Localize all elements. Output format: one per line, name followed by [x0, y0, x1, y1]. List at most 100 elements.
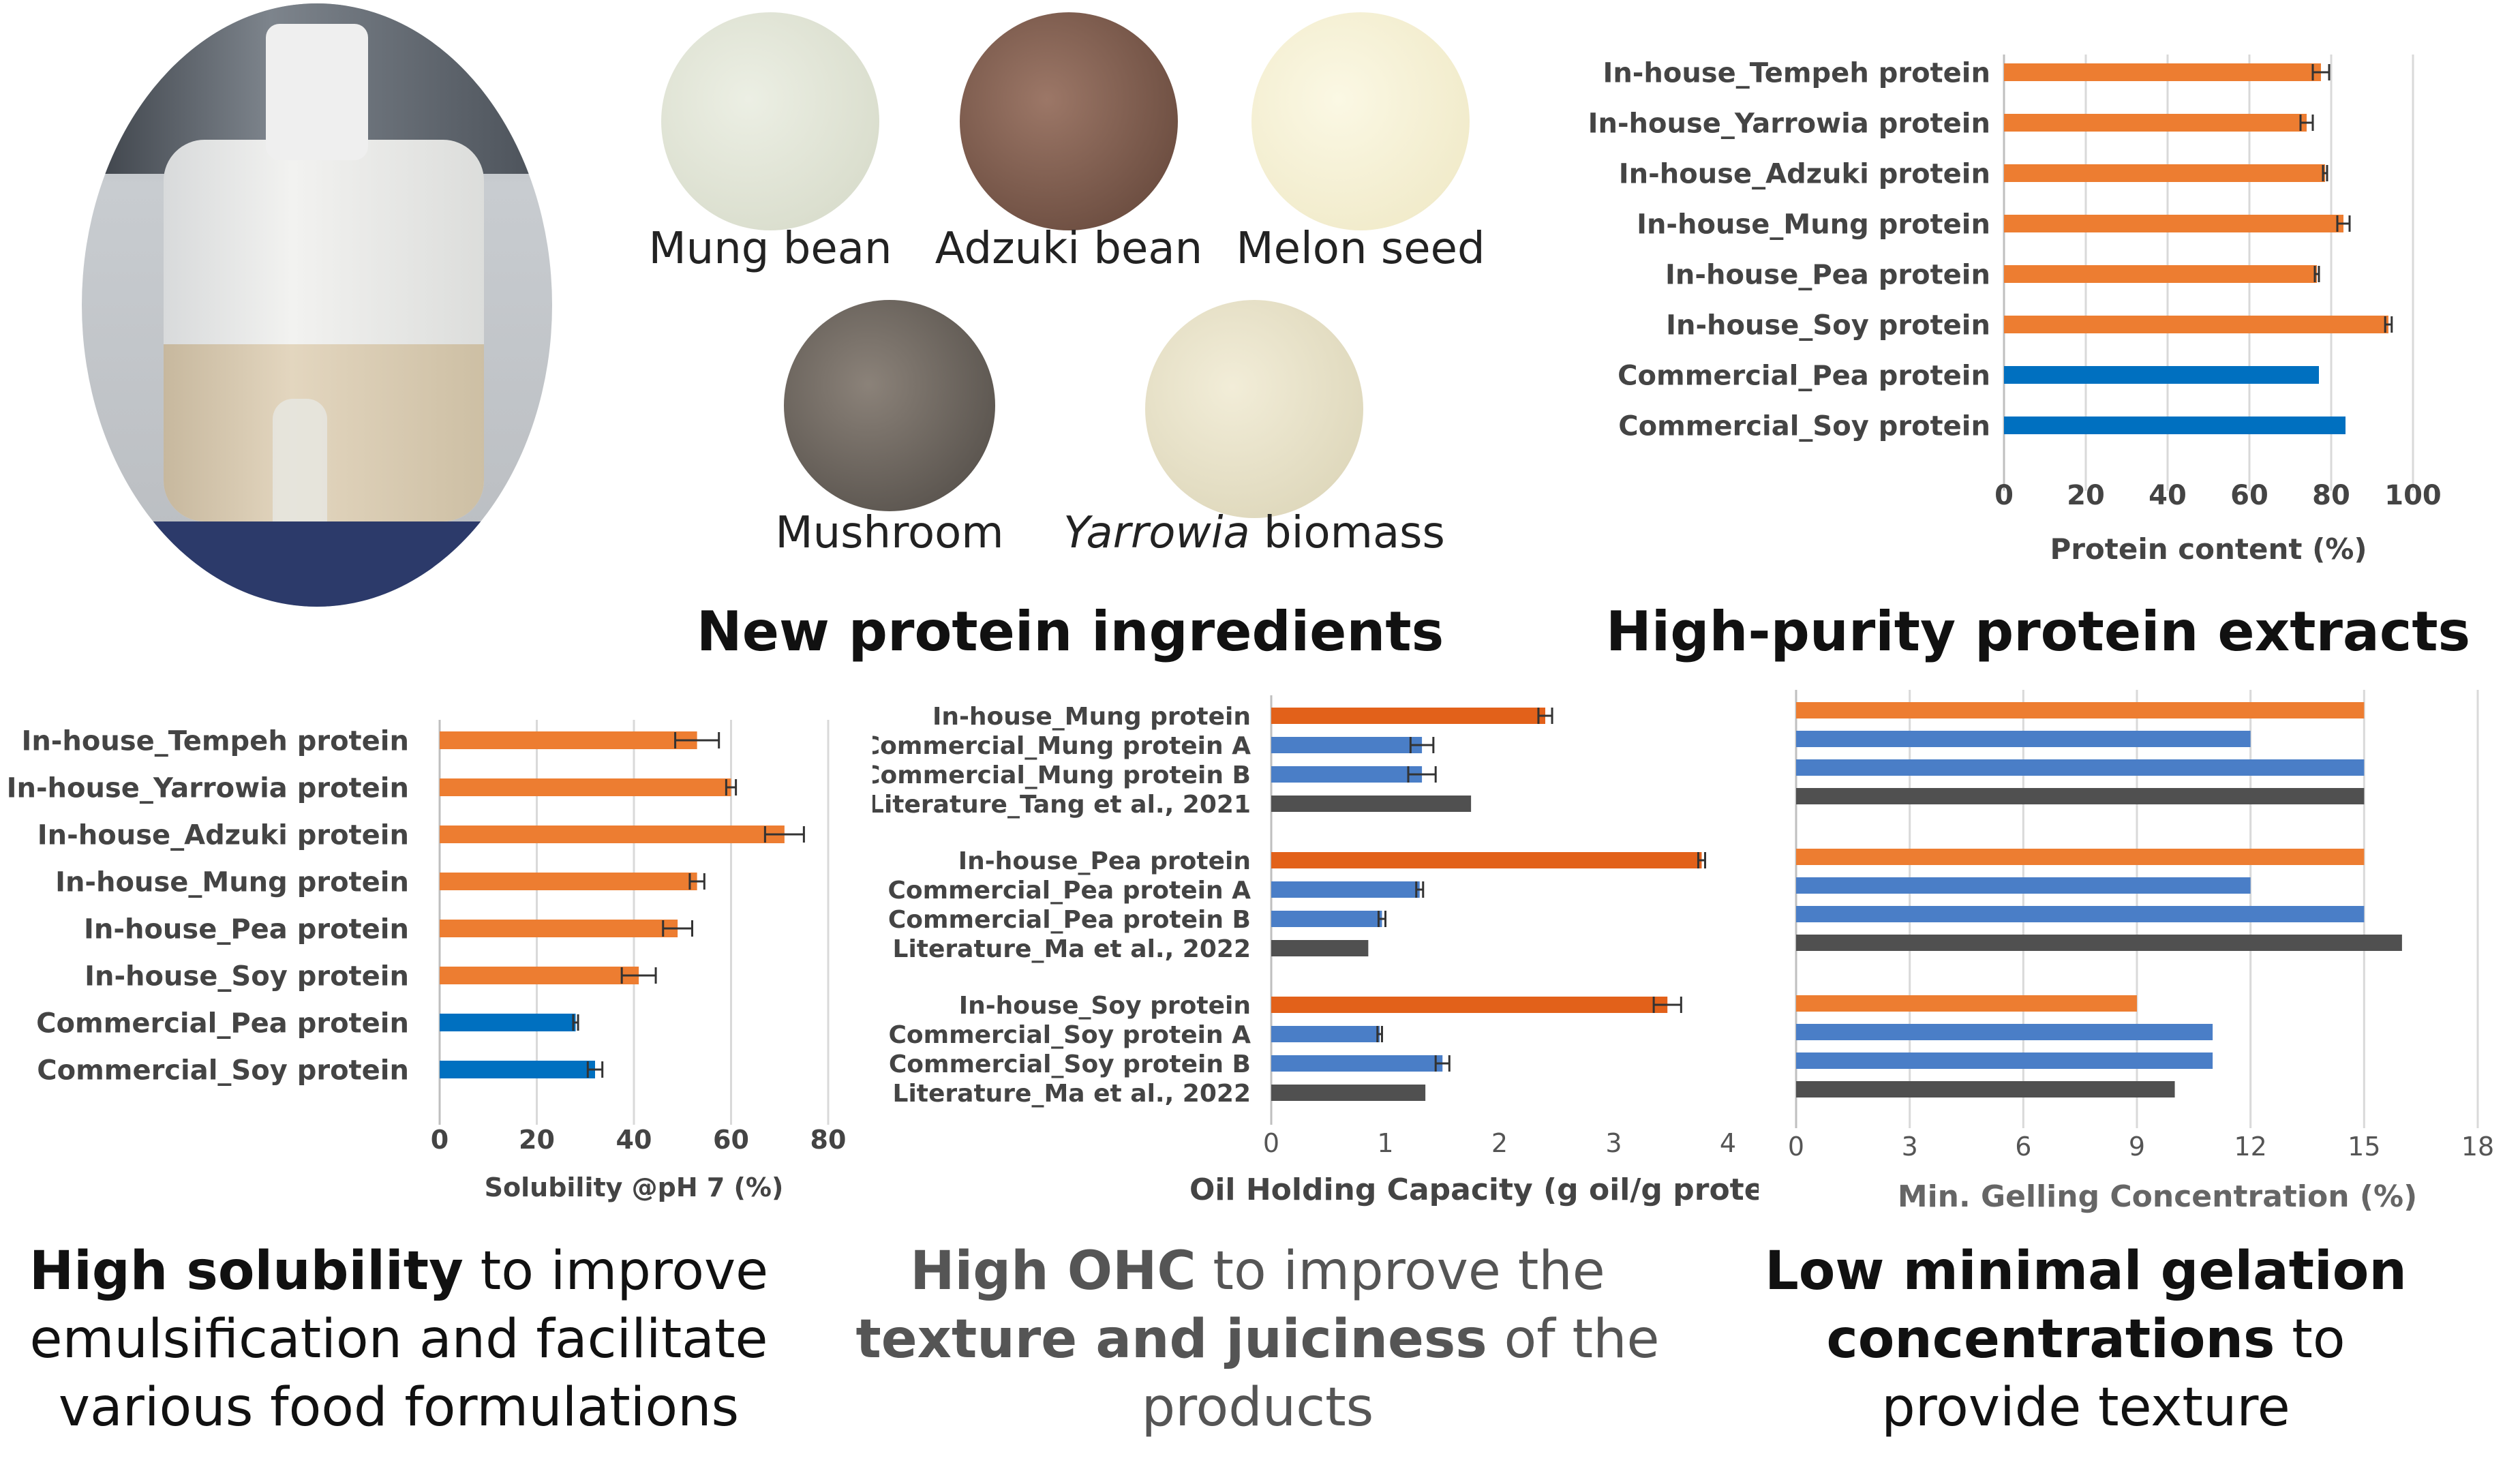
ohc-caption-line3: products [1141, 1377, 1374, 1438]
bar [1271, 1026, 1380, 1042]
category-label: In-house_Mung protein [932, 703, 1251, 731]
tick-label: 20 [2067, 480, 2105, 511]
bar [1271, 852, 1702, 868]
bar [2004, 63, 2321, 81]
error-bar [688, 873, 705, 890]
bar [1271, 1085, 1426, 1101]
tick-label: 6 [2015, 1132, 2031, 1162]
yarrowia-biomass-photo [1145, 300, 1363, 518]
tick-label: 3 [1605, 1128, 1622, 1158]
bar [2004, 316, 2388, 333]
error-bar [2299, 115, 2314, 131]
ohc-caption-bold1: High OHC [910, 1241, 1196, 1302]
bar [1271, 911, 1382, 927]
solubility-caption-rest: to improve [463, 1241, 769, 1302]
bar [2004, 215, 2343, 232]
bar [2004, 366, 2319, 384]
error-bar [1537, 708, 1553, 724]
category-label: In-house_Adzuki protein [37, 819, 409, 851]
category-label: In-house_Tempeh protein [1603, 57, 1990, 89]
bar [1796, 1081, 2175, 1097]
high-purity-title: High-purity protein extracts [1605, 600, 2471, 663]
category-label: In-house_Soy protein [959, 992, 1251, 1020]
category-label: Commercial_Mung protein A [872, 732, 1251, 760]
bar [1271, 766, 1423, 783]
error-bar [1377, 911, 1386, 927]
tick-label: 80 [2312, 480, 2350, 511]
mushroom-photo [784, 300, 995, 511]
category-label: In-house_Adzuki protein [1619, 158, 1990, 190]
error-bar [662, 920, 693, 937]
category-label: Commercial_Soy protein [37, 1055, 409, 1086]
bar [1271, 1055, 1443, 1072]
category-label: In-house_Pea protein [84, 913, 409, 945]
bar [2004, 417, 2346, 434]
tick-label: 60 [2230, 480, 2268, 511]
bar [1796, 935, 2402, 951]
bar [1796, 731, 2251, 747]
category-label: In-house_Tempeh protein [21, 725, 409, 757]
ohc-caption-rest2: of the [1487, 1309, 1660, 1370]
bar [440, 920, 678, 937]
bar [2004, 164, 2325, 182]
bar [440, 731, 697, 749]
tick-label: 20 [519, 1125, 555, 1155]
error-bar [572, 1014, 579, 1031]
bar [440, 967, 639, 984]
solubility-caption-line3: various food formulations [58, 1377, 740, 1438]
bar [440, 1014, 576, 1031]
ohc-caption-bold2: texture and juiciness [855, 1309, 1487, 1370]
solubility-caption-line2: emulsification and facilitate [29, 1309, 768, 1370]
tick-label: 15 [2348, 1132, 2380, 1162]
category-label: Commercial_Soy protein [1618, 410, 1990, 442]
category-label: In-house_Pea protein [1665, 259, 1990, 290]
bar [440, 1061, 595, 1078]
adzuki-bean-photo [960, 12, 1178, 230]
error-bar [1434, 1055, 1451, 1072]
tick-label: 0 [1263, 1128, 1279, 1158]
category-label: Literature_Ma et al., 2022 [893, 935, 1251, 963]
bar [440, 826, 785, 843]
bar [1796, 788, 2365, 804]
bar [2004, 265, 2317, 283]
protein-content-chart: In-house_Tempeh protein In-house_Yarrowia… [1588, 55, 2442, 566]
bar [1796, 849, 2365, 865]
gel-chart: 0 3 6 9 12 15 18 Min. Gelling Concentration (%) [1788, 690, 2494, 1214]
error-bar [586, 1061, 604, 1078]
tick-label: 0 [1994, 480, 2014, 511]
biomass-text: biomass [1249, 508, 1445, 558]
tick-label: 2 [1491, 1128, 1508, 1158]
bar [1271, 737, 1423, 753]
bar [1271, 940, 1369, 956]
gel-caption-bold2: concentrations [1826, 1309, 2275, 1370]
tick-label: 18 [2461, 1132, 2494, 1162]
error-bar [1652, 997, 1682, 1013]
category-label: In-house_Yarrowia protein [1588, 108, 1990, 139]
bar [2004, 114, 2307, 132]
gel-caption: Low minimal gelation concentrations to p… [1690, 1237, 2481, 1442]
x-axis-label: Protein content (%) [2050, 532, 2367, 566]
bar [440, 778, 731, 796]
gel-caption-line3: provide texture [1881, 1377, 2290, 1438]
error-bar [2384, 316, 2393, 333]
error-bar [1409, 737, 1435, 753]
solubility-chart: In-house_Tempeh protein In-house_Yarrowia… [7, 720, 847, 1202]
bar [440, 873, 697, 890]
category-label: Commercial_Pea protein [36, 1008, 409, 1039]
yarrowia-biomass-label: Yarrowia biomass [1050, 508, 1459, 558]
category-label: In-house_Yarrowia protein [7, 772, 409, 804]
category-label: In-house_Mung protein [55, 866, 409, 898]
bar [1796, 995, 2137, 1012]
bar [1271, 881, 1420, 898]
mung-bean-photo [661, 12, 879, 230]
tick-label: 40 [2149, 480, 2187, 511]
bar [1796, 877, 2251, 894]
tick-label: 80 [810, 1125, 847, 1155]
bar [1271, 708, 1545, 724]
error-bar [725, 779, 738, 796]
ohc-caption-rest1: to improve the [1196, 1241, 1605, 1302]
x-axis-label: Min. Gelling Concentration (%) [1898, 1179, 2417, 1214]
adzuki-bean-label: Adzuki bean [935, 224, 1203, 274]
bar [1796, 1052, 2213, 1069]
